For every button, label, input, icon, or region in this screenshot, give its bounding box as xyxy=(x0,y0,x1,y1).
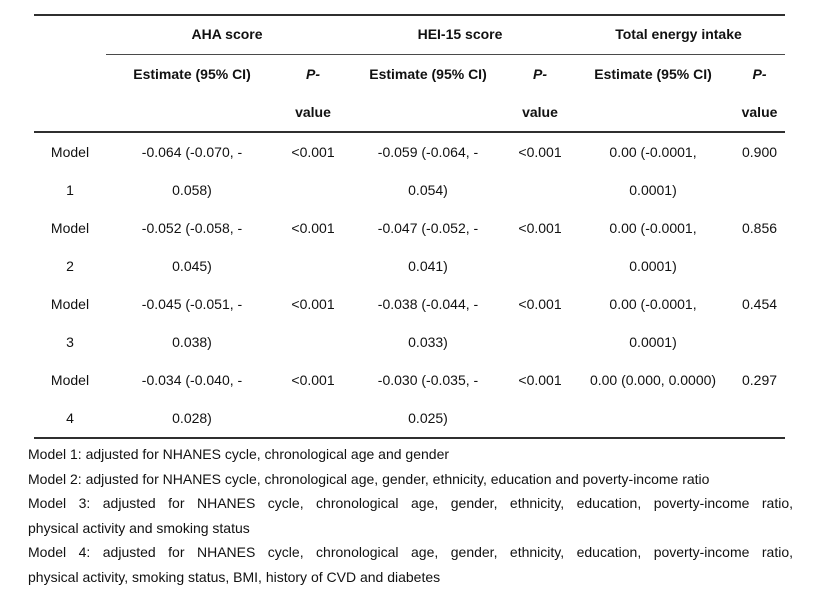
footnote-model-3-line1: Model 3: adjusted for NHANES cycle, chro… xyxy=(28,495,793,511)
model-label-cell: Model 2 xyxy=(50,220,90,274)
empty-header-cell xyxy=(34,54,106,133)
hei-estimate-header: Estimate (95% CI) xyxy=(348,54,508,133)
estimate-header-label: Estimate (95% CI) xyxy=(369,66,487,82)
energy-pvalue-cell: 0.856 xyxy=(741,220,778,236)
pvalue-header-line2: value xyxy=(295,104,331,120)
group-header-aha: AHA score xyxy=(106,14,348,55)
aha-estimate-cell: -0.052 (-0.058, - 0.045) xyxy=(141,220,243,274)
table-row-model-2: Model 2 -0.052 (-0.058, - 0.045) <0.001 … xyxy=(34,209,785,285)
footnote-model-2: Model 2: adjusted for NHANES cycle, chro… xyxy=(28,470,710,487)
hei-pvalue-header: P- value xyxy=(508,54,573,133)
column-header-row: Estimate (95% CI) P- value Estimate (95%… xyxy=(34,54,786,133)
group-header-hei: HEI-15 score xyxy=(348,14,573,55)
group-header-row: AHA score HEI-15 score Total energy inta… xyxy=(34,14,786,55)
energy-pvalue-header: P- value xyxy=(734,54,786,133)
corner-cell xyxy=(34,14,106,55)
footnote-model-1: Model 1: adjusted for NHANES cycle, chro… xyxy=(28,446,450,462)
hei-estimate-cell: -0.038 (-0.044, - 0.033) xyxy=(377,296,479,350)
estimate-header-label: Estimate (95% CI) xyxy=(133,66,251,82)
energy-estimate-cell: 0.00 (0.000, 0.0000) xyxy=(572,361,735,439)
pvalue-header-line2: value xyxy=(522,104,558,120)
pvalue-header-line1: P- xyxy=(752,66,767,82)
hei-estimate-cell: -0.030 (-0.035, - 0.025) xyxy=(348,361,508,439)
footnote-model-3-line2: physical activity and smoking status xyxy=(28,519,250,536)
energy-pvalue-cell: 0.900 xyxy=(741,144,778,160)
aha-pvalue-header: P- value xyxy=(278,54,348,133)
aha-pvalue-cell: <0.001 xyxy=(278,361,348,439)
model-label-cell: Model 4 xyxy=(34,361,106,439)
energy-estimate-cell: 0.00 (-0.0001, 0.0001) xyxy=(609,144,697,198)
pvalue-header-line1: P- xyxy=(306,66,320,82)
energy-estimate-cell: 0.00 (-0.0001, 0.0001) xyxy=(609,220,697,274)
hei-pvalue-cell: <0.001 xyxy=(508,361,573,439)
table-footnotes: Model 1: adjusted for NHANES cycle, chro… xyxy=(28,442,793,589)
aha-pvalue-cell: <0.001 xyxy=(291,296,335,312)
model-label-cell: Model 3 xyxy=(50,296,90,350)
hei-pvalue-cell: <0.001 xyxy=(518,220,562,236)
energy-pvalue-cell: 0.454 xyxy=(741,296,778,312)
aha-estimate-header: Estimate (95% CI) xyxy=(106,54,278,133)
aha-pvalue-cell: <0.001 xyxy=(291,144,335,160)
hei-pvalue-cell: <0.001 xyxy=(518,296,562,312)
estimate-header-label: Estimate (95% CI) xyxy=(594,66,712,82)
table-row-model-4: Model 4 -0.034 (-0.040, - 0.028) <0.001 … xyxy=(34,361,786,439)
energy-estimate-cell: 0.00 (-0.0001, 0.0001) xyxy=(609,296,697,350)
aha-estimate-cell: -0.064 (-0.070, - 0.058) xyxy=(141,144,243,198)
group-header-energy: Total energy intake xyxy=(572,14,786,55)
table-row-model-3: Model 3 -0.045 (-0.051, - 0.038) <0.001 … xyxy=(34,285,785,361)
energy-pvalue-cell: 0.297 xyxy=(734,361,786,439)
pvalue-header-line1: P- xyxy=(533,66,547,82)
hei-estimate-cell: -0.047 (-0.052, - 0.041) xyxy=(377,220,479,274)
footnote-model-4-line1: Model 4: adjusted for NHANES cycle, chro… xyxy=(28,544,793,560)
energy-estimate-header: Estimate (95% CI) xyxy=(572,54,735,133)
hei-estimate-cell: -0.059 (-0.064, - 0.054) xyxy=(377,144,479,198)
results-table: AHA score HEI-15 score Total energy inta… xyxy=(34,14,786,439)
aha-estimate-cell: -0.034 (-0.040, - 0.028) xyxy=(106,361,278,439)
table-row-model-1: Model 1 -0.064 (-0.070, - 0.058) <0.001 … xyxy=(34,132,785,209)
pvalue-header-line2: value xyxy=(741,104,778,120)
aha-pvalue-cell: <0.001 xyxy=(291,220,335,236)
model-label-cell: Model 1 xyxy=(50,144,90,198)
footnote-model-4-line2: physical activity, smoking status, BMI, … xyxy=(28,568,441,585)
hei-pvalue-cell: <0.001 xyxy=(518,144,562,160)
aha-estimate-cell: -0.045 (-0.051, - 0.038) xyxy=(141,296,243,350)
